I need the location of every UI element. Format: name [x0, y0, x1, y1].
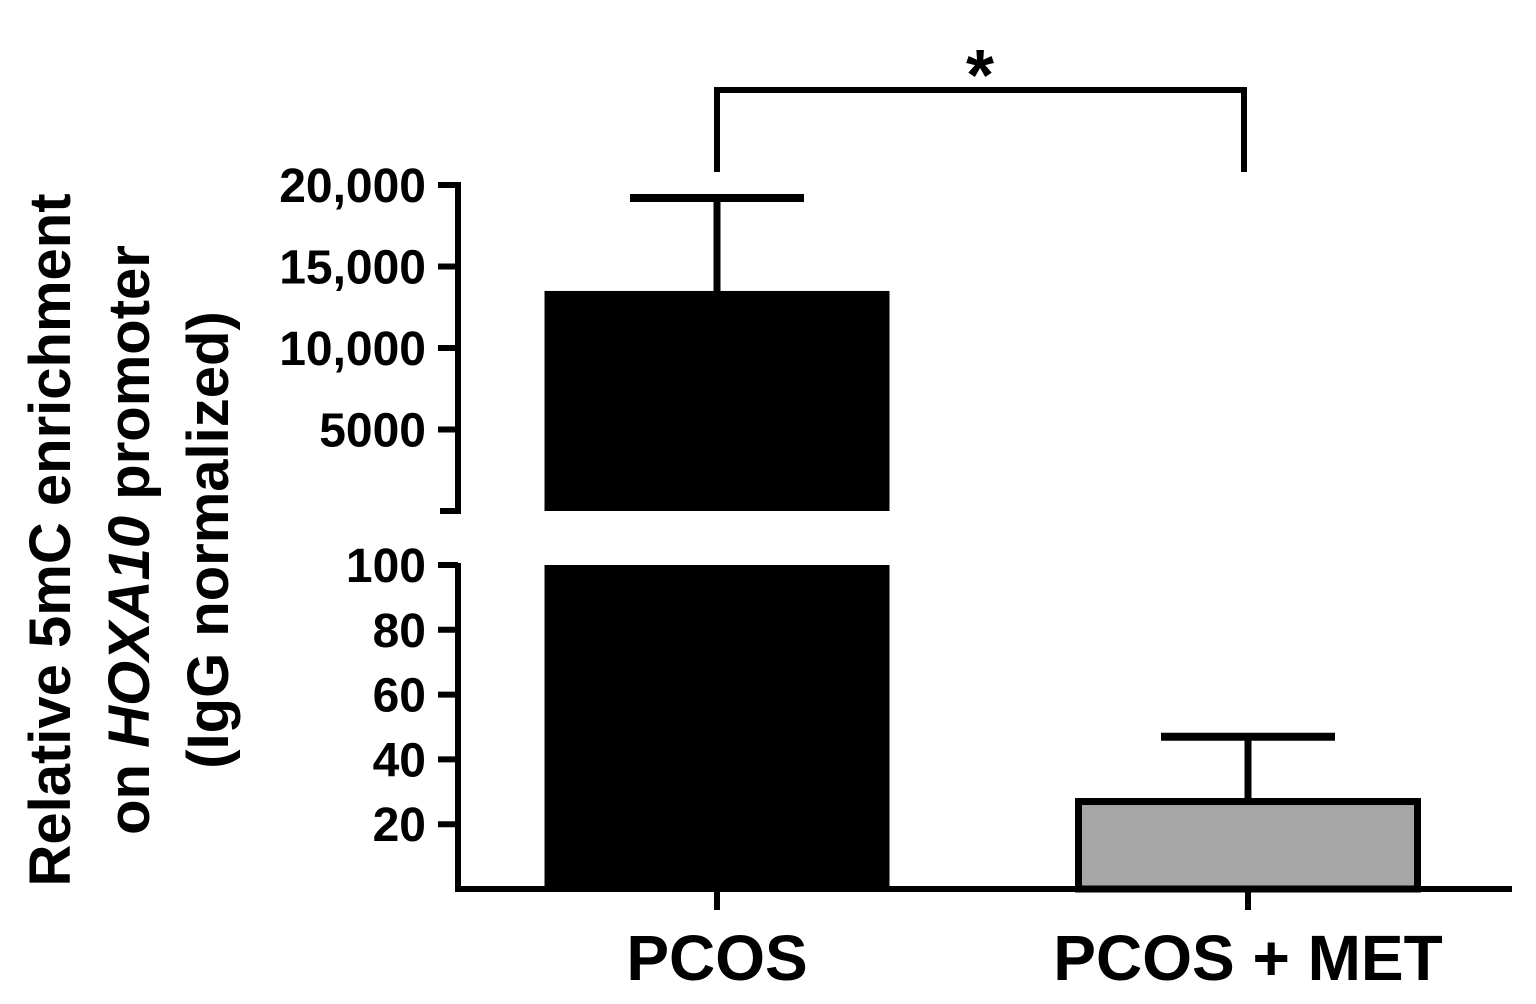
- y-axis-label-line-3: (IgG normalized): [176, 311, 241, 769]
- bar-pcos-met: [1075, 798, 1421, 893]
- y-lower-tick-label-60: 60: [373, 670, 426, 723]
- y-axis-label-line-1: Relative 5mC enrichment: [18, 193, 83, 886]
- y-lower-tick-label-80: 80: [373, 605, 426, 658]
- error-bars: [630, 194, 1335, 802]
- x-tick-label-pcos: PCOS: [626, 922, 807, 994]
- y-axis-label-line-2: on HOXA10 promoter: [97, 245, 162, 835]
- y-upper-tick-label-20000: 20,000: [279, 160, 426, 213]
- y-lower-tick-label-20: 20: [373, 799, 426, 852]
- x-tick-label-pcos-met: PCOS + MET: [1053, 922, 1442, 994]
- y-lower-tick-label-100: 100: [346, 540, 426, 593]
- y-axis-ticks: 5000 10,000 15,000 20,000 20 40 60 80 100: [279, 160, 458, 852]
- significance-bracket: [714, 87, 1247, 172]
- bars: [544, 290, 1421, 893]
- y-axis-label: Relative 5mC enrichment on HOXA10 promot…: [18, 193, 241, 886]
- bar-pcos-upper: [544, 290, 890, 511]
- y-lower-tick-label-40: 40: [373, 734, 426, 787]
- y-upper-tick-label-10000: 10,000: [279, 323, 426, 376]
- y-upper-tick-label-5000: 5000: [319, 405, 426, 458]
- y-upper-tick-label-15000: 15,000: [279, 242, 426, 295]
- significance-star: *: [966, 36, 994, 116]
- bar-pcos-lower: [544, 565, 890, 889]
